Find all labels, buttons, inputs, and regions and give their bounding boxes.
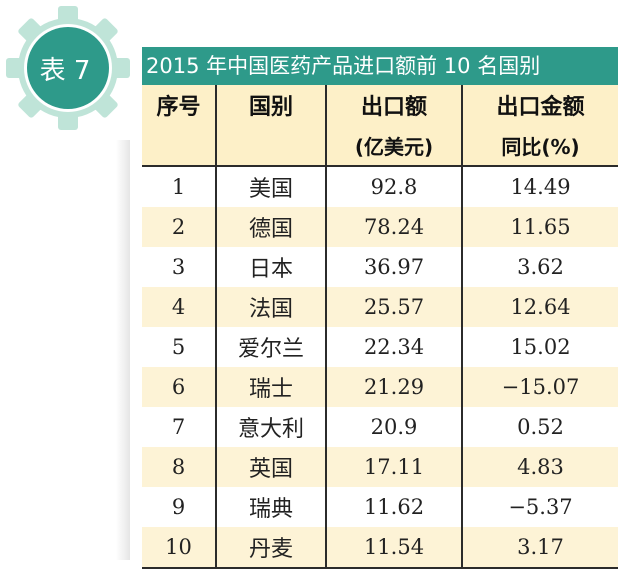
yoy-cell: −5.37 xyxy=(462,487,618,527)
rank-cell: 2 xyxy=(142,207,217,247)
table-row: 6 瑞士 21.29 −15.07 xyxy=(142,367,618,407)
table-title: 2015 年中国医药产品进口额前 10 名国别 xyxy=(142,47,618,85)
rank-cell: 3 xyxy=(142,247,217,287)
table-row: 3 日本 36.97 3.62 xyxy=(142,247,618,287)
amount-cell: 92.8 xyxy=(326,166,463,207)
import-table: 序号 国别 出口额 出口金额 (亿美元) 同比(%) 1 美国 92.8 14.… xyxy=(142,85,618,569)
header-yoy-unit: 同比(%) xyxy=(462,125,618,166)
yoy-cell: 0.52 xyxy=(462,407,618,447)
page-shadow xyxy=(116,140,130,560)
table-row: 4 法国 25.57 12.64 xyxy=(142,287,618,327)
amount-cell: 25.57 xyxy=(326,287,463,327)
amount-cell: 78.24 xyxy=(326,207,463,247)
header-country: 国别 xyxy=(216,85,327,125)
yoy-cell: 15.02 xyxy=(462,327,618,367)
amount-cell: 11.62 xyxy=(326,487,463,527)
header-yoy: 出口金额 xyxy=(462,85,618,125)
rank-cell: 4 xyxy=(142,287,217,327)
header-rank: 序号 xyxy=(142,85,217,125)
yoy-cell: 3.17 xyxy=(462,527,618,569)
header-row-2: (亿美元) 同比(%) xyxy=(142,125,618,166)
yoy-cell: 11.65 xyxy=(462,207,618,247)
amount-cell: 20.9 xyxy=(326,407,463,447)
rank-cell: 8 xyxy=(142,447,217,487)
yoy-cell: 3.62 xyxy=(462,247,618,287)
table-number-badge: 表 7 xyxy=(4,4,132,132)
header-row: 序号 国别 出口额 出口金额 xyxy=(142,85,618,125)
table-row: 8 英国 17.11 4.83 xyxy=(142,447,618,487)
yoy-cell: 4.83 xyxy=(462,447,618,487)
country-cell: 英国 xyxy=(216,447,327,487)
header-amount-unit: (亿美元) xyxy=(326,125,463,166)
header-amount: 出口额 xyxy=(326,85,463,125)
table-row: 9 瑞典 11.62 −5.37 xyxy=(142,487,618,527)
amount-cell: 21.29 xyxy=(326,367,463,407)
country-cell: 德国 xyxy=(216,207,327,247)
rank-cell: 1 xyxy=(142,166,217,207)
amount-cell: 36.97 xyxy=(326,247,463,287)
header-country-cont xyxy=(216,125,327,166)
amount-cell: 11.54 xyxy=(326,527,463,569)
country-cell: 丹麦 xyxy=(216,527,327,569)
badge-label: 表 7 xyxy=(39,55,91,86)
country-cell: 瑞典 xyxy=(216,487,327,527)
rank-cell: 5 xyxy=(142,327,217,367)
table-row: 5 爱尔兰 22.34 15.02 xyxy=(142,327,618,367)
gear-icon xyxy=(6,6,130,130)
country-cell: 意大利 xyxy=(216,407,327,447)
rank-cell: 9 xyxy=(142,487,217,527)
table-row: 2 德国 78.24 11.65 xyxy=(142,207,618,247)
amount-cell: 22.34 xyxy=(326,327,463,367)
rank-cell: 7 xyxy=(142,407,217,447)
country-cell: 爱尔兰 xyxy=(216,327,327,367)
amount-cell: 17.11 xyxy=(326,447,463,487)
header-rank-cont xyxy=(142,125,217,166)
rank-cell: 6 xyxy=(142,367,217,407)
country-cell: 瑞士 xyxy=(216,367,327,407)
yoy-cell: 12.64 xyxy=(462,287,618,327)
country-cell: 法国 xyxy=(216,287,327,327)
table-row: 7 意大利 20.9 0.52 xyxy=(142,407,618,447)
yoy-cell: −15.07 xyxy=(462,367,618,407)
country-cell: 美国 xyxy=(216,166,327,207)
yoy-cell: 14.49 xyxy=(462,166,618,207)
table-row: 10 丹麦 11.54 3.17 xyxy=(142,527,618,569)
table-row: 1 美国 92.8 14.49 xyxy=(142,166,618,207)
country-cell: 日本 xyxy=(216,247,327,287)
rank-cell: 10 xyxy=(142,527,217,569)
